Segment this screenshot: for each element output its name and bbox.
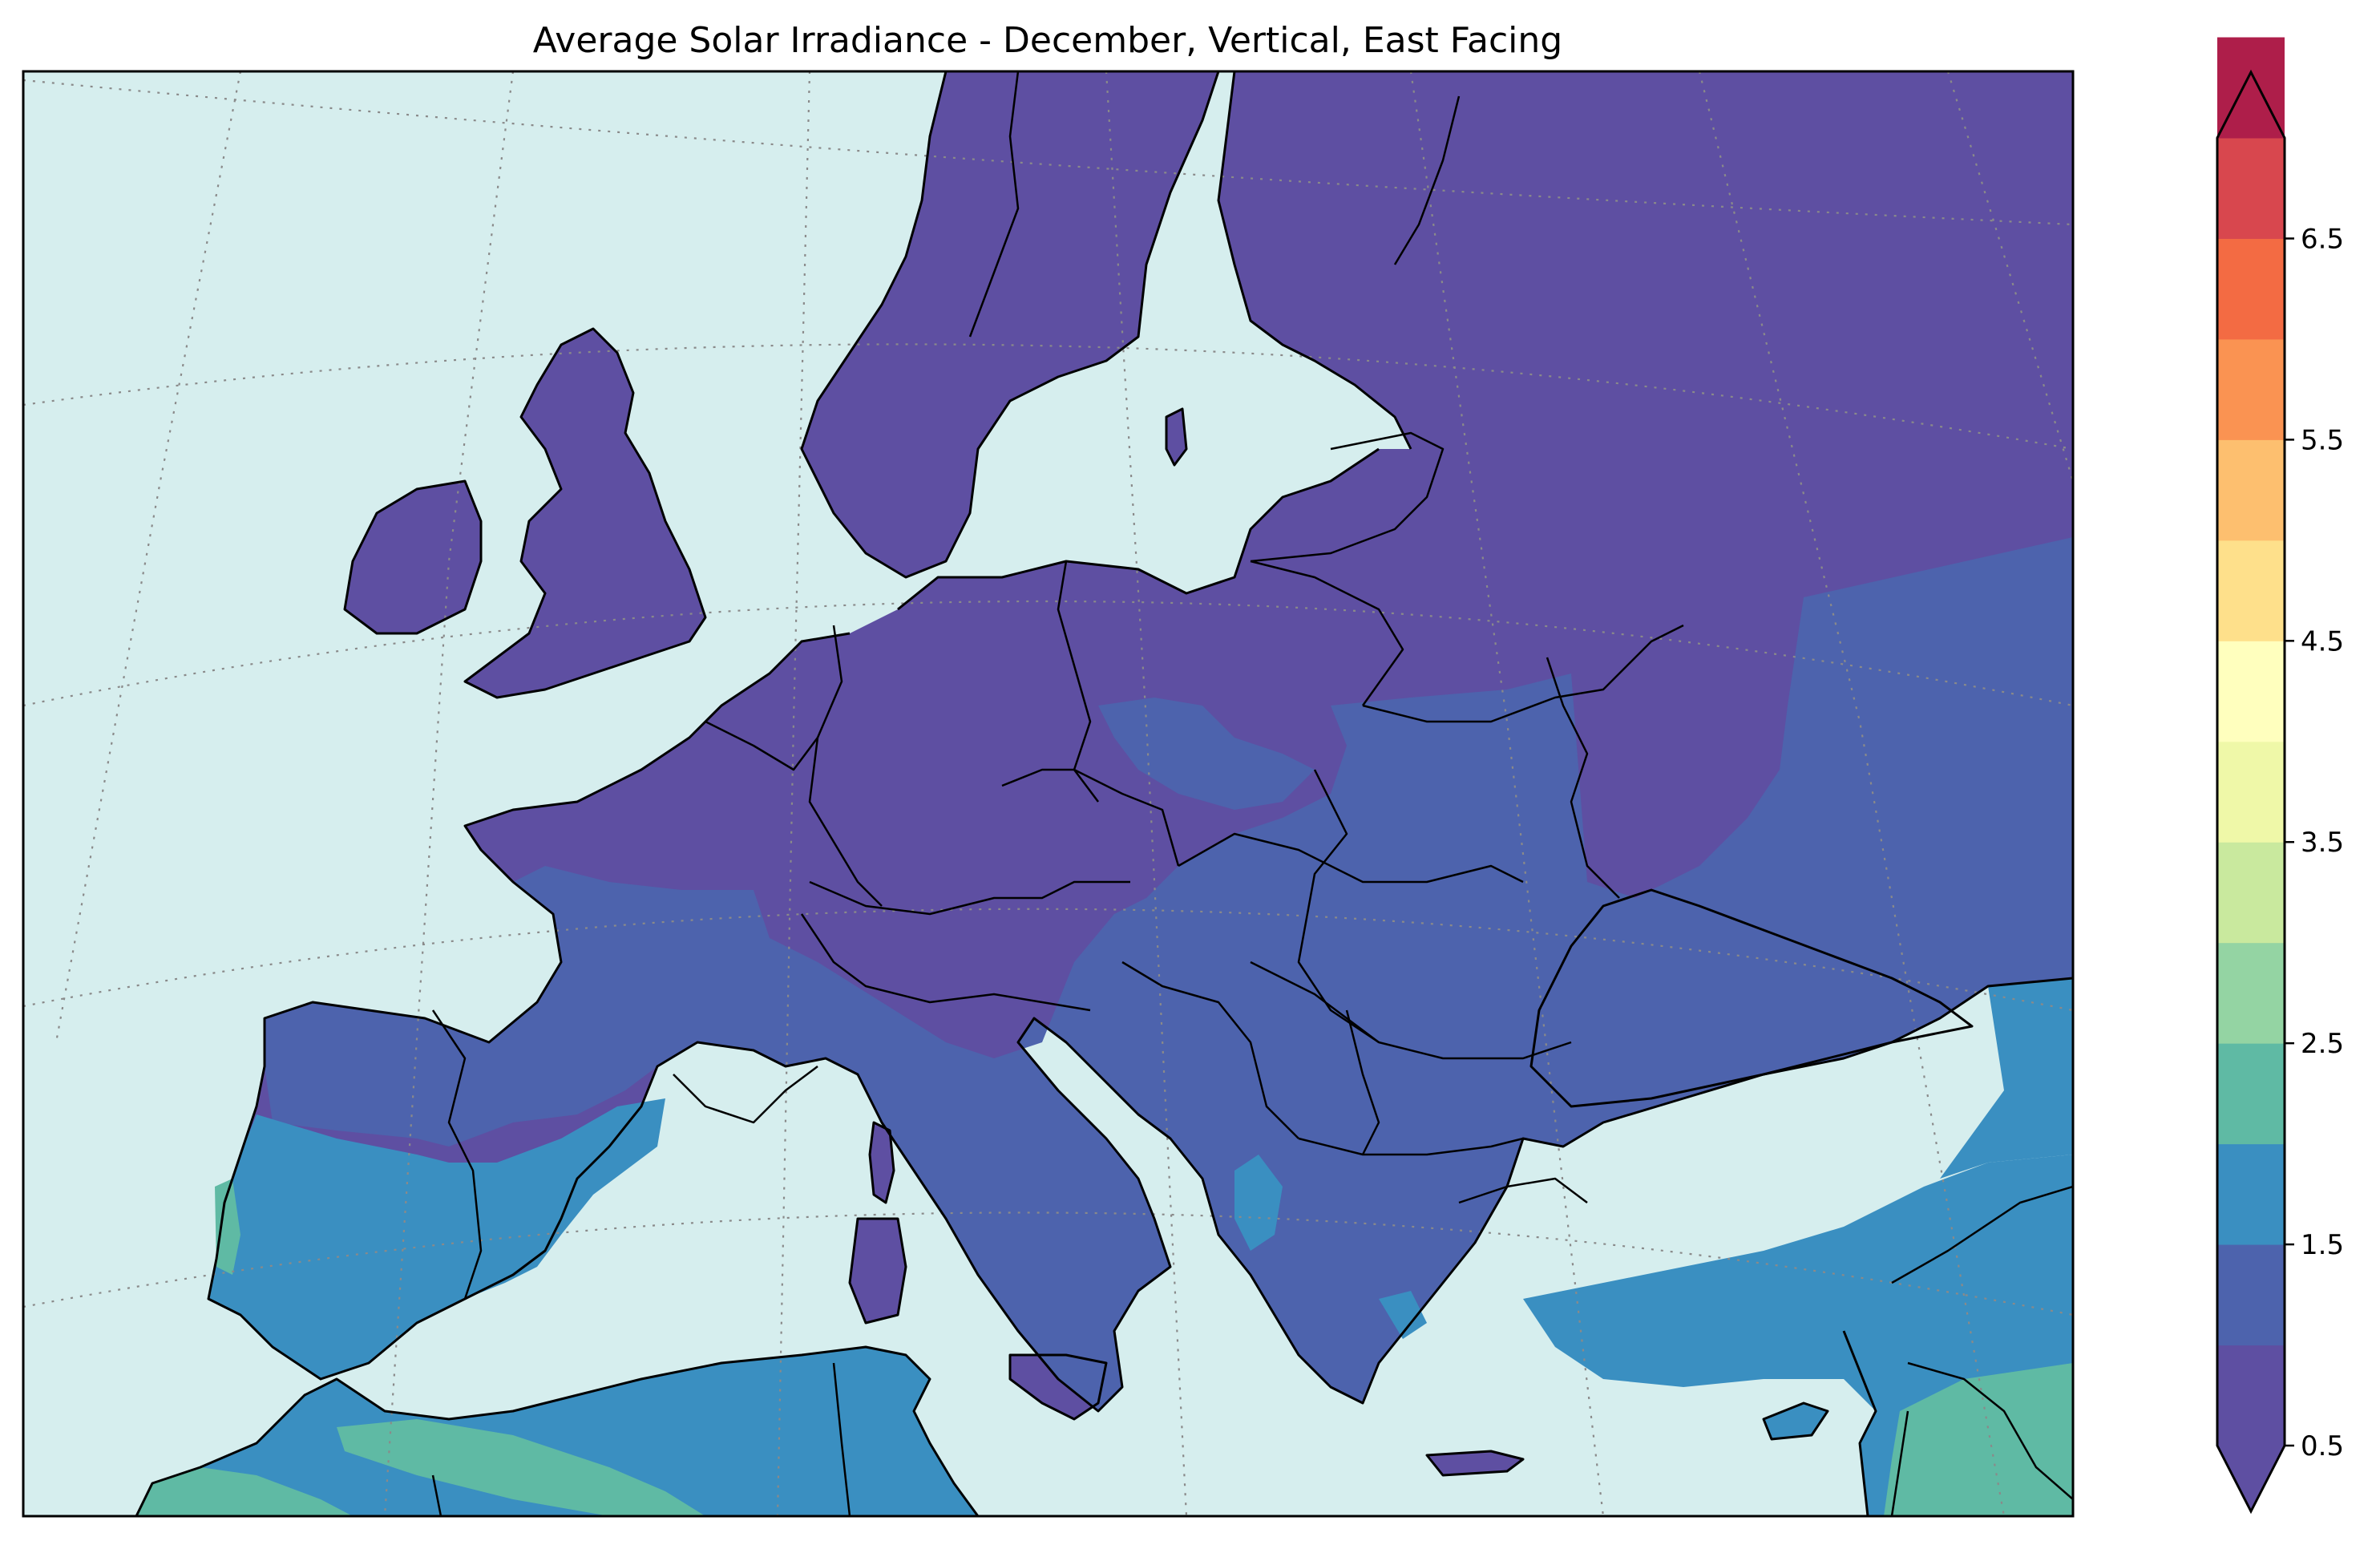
colorbar-level bbox=[2217, 37, 2285, 139]
colorbar-level bbox=[2217, 1244, 2285, 1346]
colorbar-level bbox=[2217, 540, 2285, 641]
colorbar-level bbox=[2217, 138, 2285, 239]
irradiance-band-1-0-1-5 bbox=[265, 537, 2073, 1411]
colorbar-level bbox=[2217, 1143, 2285, 1245]
coastlines bbox=[135, 71, 2073, 1516]
colorbar-level bbox=[2217, 641, 2285, 742]
colorbar-level bbox=[2217, 741, 2285, 843]
colorbar-tick-label: 0.5 bbox=[2301, 1430, 2344, 1462]
sardinia bbox=[850, 1219, 906, 1323]
colorbar-ticks: 0.5 1.5 2.5 3.5 4.5 5.5 6.5 bbox=[2285, 223, 2344, 1462]
colorbar-levels bbox=[2217, 37, 2285, 1446]
colorbar-level bbox=[2217, 942, 2285, 1044]
corsica bbox=[870, 1122, 894, 1203]
finland-russia-north bbox=[1218, 71, 2073, 449]
irradiance-band-2-0-2-5 bbox=[136, 1179, 2073, 1516]
map-title: Average Solar Irradiance - December, Ver… bbox=[533, 20, 1562, 61]
map-frame bbox=[22, 70, 2075, 1518]
colorbar-level bbox=[2217, 1345, 2285, 1446]
colorbar-level bbox=[2217, 439, 2285, 541]
gotland bbox=[1166, 409, 1186, 465]
colorbar-level bbox=[2217, 1043, 2285, 1145]
colorbar-tick-label: 2.5 bbox=[2301, 1028, 2344, 1060]
colorbar-outline bbox=[2216, 69, 2286, 1515]
colorbar: 0.5 1.5 2.5 3.5 4.5 5.5 6.5 bbox=[2216, 37, 2344, 1515]
colorbar-level bbox=[2217, 238, 2285, 340]
ireland bbox=[345, 481, 481, 633]
crete bbox=[1427, 1451, 1523, 1475]
colorbar-tick-label: 3.5 bbox=[2301, 827, 2344, 859]
country-borders bbox=[431, 71, 2073, 1516]
colorbar-level bbox=[2217, 842, 2285, 944]
colorbar-tick-label: 4.5 bbox=[2301, 625, 2344, 657]
colorbar-level bbox=[2217, 338, 2285, 440]
colorbar-tick-label: 5.5 bbox=[2301, 424, 2344, 456]
colorbar-extend-min bbox=[2217, 1446, 2285, 1511]
colorbar-tick-label: 6.5 bbox=[2301, 223, 2344, 255]
graticule bbox=[23, 71, 2073, 1516]
colorbar-tick-label: 1.5 bbox=[2301, 1229, 2344, 1261]
map-area bbox=[23, 71, 2073, 1516]
